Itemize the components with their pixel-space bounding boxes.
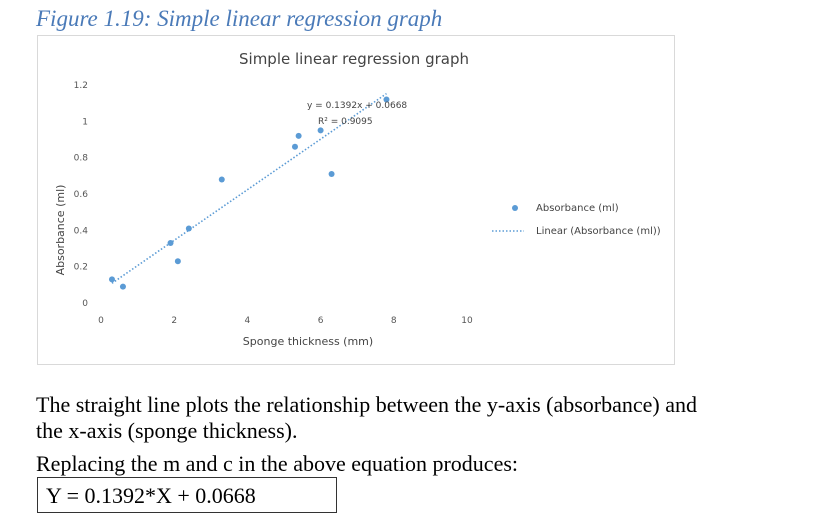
data-point <box>328 171 335 178</box>
regression-equation: y = 0.1392x + 0.0668 <box>307 101 407 111</box>
legend-label-trendline: Linear (Absorbance (ml)) <box>536 226 661 237</box>
paragraph-line-2: the x-axis (sponge thickness). <box>36 418 298 443</box>
data-point <box>185 225 192 232</box>
x-tick-label: 8 <box>391 316 397 326</box>
paragraph-line-3: Replacing the m and c in the above equat… <box>36 451 519 476</box>
equation-box: Y = 0.1392*X + 0.0668 <box>37 477 337 513</box>
chart-title: Simple linear regression graph <box>239 50 469 68</box>
y-tick-label: 0.8 <box>74 154 89 164</box>
data-point <box>167 240 174 247</box>
x-tick-label: 4 <box>245 316 251 326</box>
x-tick-label: 6 <box>318 316 324 326</box>
data-point <box>108 276 115 283</box>
data-point <box>383 96 390 103</box>
y-tick-label: 1 <box>82 117 88 127</box>
data-point <box>218 176 225 183</box>
data-point <box>174 258 181 265</box>
y-tick-label: 1.2 <box>74 81 88 91</box>
data-point <box>119 283 126 290</box>
x-tick-label: 2 <box>171 316 177 326</box>
r-squared-label: R² = 0.9095 <box>318 117 373 127</box>
figure-caption: Figure 1.19: Simple linear regression gr… <box>36 6 443 31</box>
x-tick-label: 0 <box>98 316 104 326</box>
chart-area: Simple linear regression graph Sponge th… <box>37 35 675 365</box>
legend-label-points: Absorbance (ml) <box>536 203 619 214</box>
data-point <box>295 132 302 139</box>
regression-chart: Simple linear regression graph Sponge th… <box>54 50 661 348</box>
legend-marker-points <box>512 205 518 211</box>
y-tick-label: 0.2 <box>74 263 88 273</box>
y-tick-label: 0.6 <box>74 190 89 200</box>
x-axis-label: Sponge thickness (mm) <box>243 335 373 348</box>
y-tick-label: 0.4 <box>74 226 89 236</box>
y-axis-label: Absorbance (ml) <box>54 185 67 276</box>
y-tick-label: 0 <box>82 299 88 309</box>
data-point <box>317 127 324 134</box>
paragraph-line-1: The straight line plots the relationship… <box>36 392 698 417</box>
data-point <box>291 143 298 150</box>
x-tick-label: 10 <box>461 316 473 326</box>
